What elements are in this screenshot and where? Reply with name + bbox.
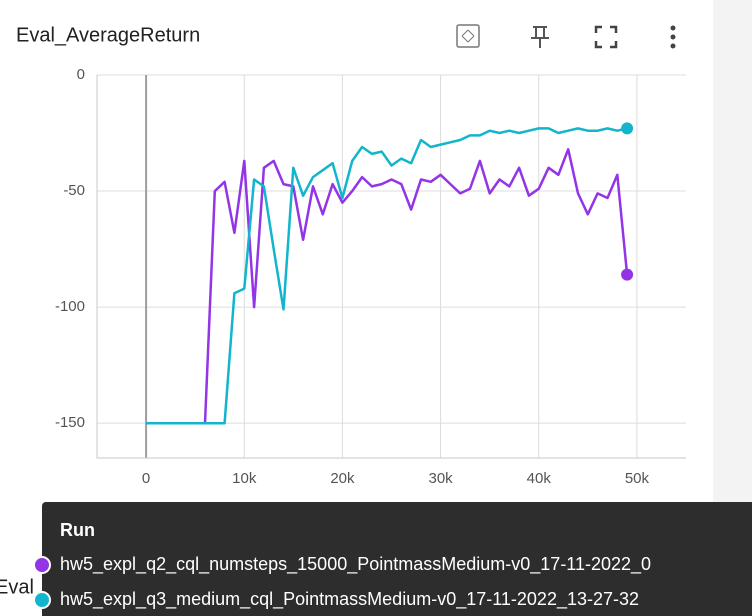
y-tick-label: -50 [63, 182, 85, 199]
y-tick-label: -100 [55, 298, 85, 315]
pin-button[interactable] [531, 26, 549, 48]
series-line [146, 127, 628, 425]
legend: hw5_expl_q2_cql_numsteps_15000_Pointmass… [33, 554, 651, 610]
x-tick-label: 20k [330, 470, 355, 487]
end-point-marker [621, 268, 634, 281]
legend-swatch [33, 556, 51, 574]
y-tick-label: 0 [77, 66, 85, 83]
tooltip-header: Run [60, 520, 95, 540]
fit-domain-button[interactable] [456, 24, 480, 48]
x-tick-label: 50k [625, 470, 650, 487]
y-tick-label: -150 [55, 414, 85, 431]
plot: -150 -100 -50 0 0 10k 20k 30k 40k 50k [55, 66, 686, 487]
series-line [146, 148, 629, 425]
tooltip [42, 502, 752, 616]
legend-label: hw5_expl_q2_cql_numsteps_15000_Pointmass… [60, 554, 651, 575]
fullscreen-button[interactable] [594, 25, 618, 49]
legend-swatch [33, 591, 51, 609]
end-point-marker [621, 122, 634, 135]
more-button[interactable] [670, 25, 676, 49]
x-tick-label: 40k [527, 470, 552, 487]
x-tick-label: 30k [428, 470, 453, 487]
axis-frame [96, 75, 686, 459]
legend-label: hw5_expl_q3_medium_cql_PointmassMedium-v… [60, 589, 639, 610]
x-tick-label: 10k [232, 470, 257, 487]
x-tick-label: 0 [142, 470, 150, 487]
card-title: Eval_AverageReturn [16, 24, 200, 46]
